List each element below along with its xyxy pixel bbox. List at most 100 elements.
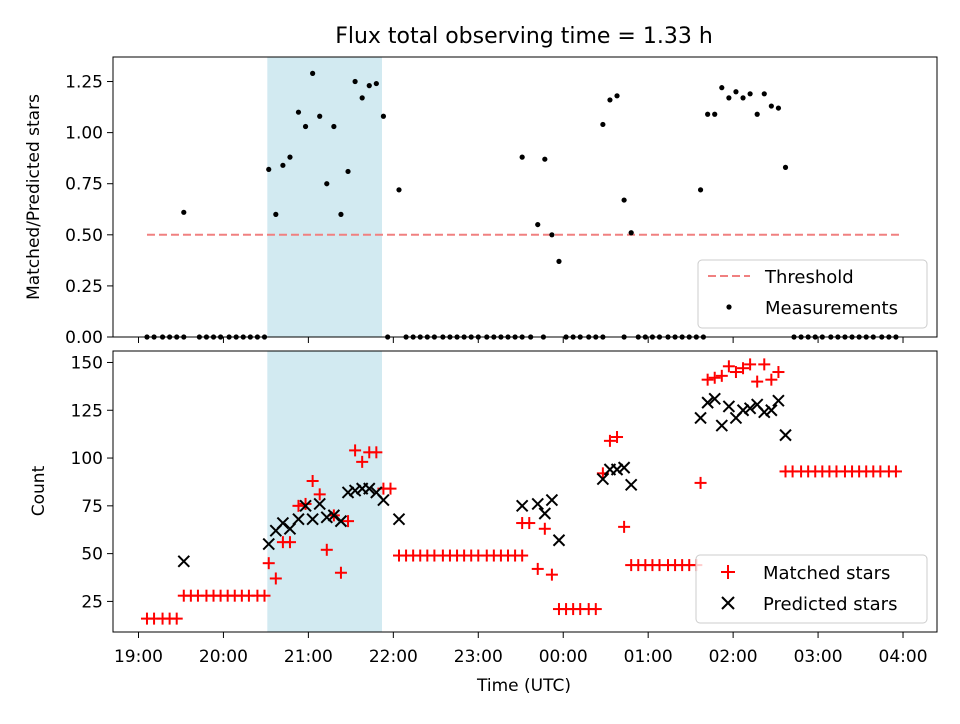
measurement-point [549,232,555,238]
matched-point [722,360,735,373]
matched-point [545,568,558,581]
matched-point [531,562,544,575]
bottom-plot-frame [112,350,938,633]
matched-point [538,522,551,535]
x-tick-label: 00:00 [539,647,588,667]
y-tick-label: 1.25 [65,73,103,93]
x-tick-label: 21:00 [284,647,333,667]
measurement-point [607,97,613,103]
top-x-ticks [137,337,904,343]
matched-point [715,369,728,382]
matched-point [342,515,355,528]
predicted-point [348,484,362,497]
measurement-point [266,166,272,173]
predicted-point [701,396,714,409]
measurement-point [287,154,293,160]
measurement-point [719,85,725,91]
predicted-point [758,405,771,419]
measurement-point [628,230,634,236]
matched-point [523,517,536,530]
measurement-point [733,89,739,95]
bottom-panel: 25 50 75 100 125 150 19:00 20:00 21:00 22:00 23:0… [29,350,938,696]
matched-point [334,566,347,579]
y-tick-label: 150 [71,353,103,373]
matched-point [729,366,742,379]
predicted-point [341,486,355,499]
top-legend-box [697,259,928,329]
measurement-point [697,187,704,193]
measurement-point [600,121,606,128]
matched-point [708,371,721,384]
measurement-point [345,168,351,175]
y-tick-label: 50 [81,545,103,565]
measurements-legend-label: Measurements [765,298,898,319]
y-tick-label: 0.00 [65,328,103,348]
bottom-highlight-span [267,351,383,632]
y-tick-label: 125 [71,401,103,421]
measurement-point [761,91,767,97]
x-tick-label: 20:00 [199,647,248,667]
measurement-point [782,164,789,170]
matched-point [292,499,305,512]
matched-point [313,488,326,501]
top-y-ticks: 0.00 0.25 0.50 0.75 1.00 1.25 [65,73,113,348]
predicted-point [531,497,544,511]
measurement-point [380,113,387,119]
bottom-y-ticks: 25 50 75 100 125 150 [71,353,113,612]
predicted-point [262,537,275,551]
measurement-point [614,93,620,99]
matched-point [516,549,529,562]
measurement-point [726,95,732,101]
measurement-point [754,111,760,117]
matched-point [772,366,785,379]
matched-point [283,536,296,549]
predicted-point [736,404,750,417]
chart-title: Flux total observing time = 1.33 h [335,24,713,49]
measurement-point [747,91,753,97]
measurement-point [181,209,187,215]
predicted-point [363,482,376,495]
matched-point [320,543,333,556]
predicted-point [313,497,326,511]
predicted-point [392,513,406,526]
measurement-point [519,154,525,160]
matched-point [765,373,778,386]
measurement-point [273,211,279,217]
predicted-point [306,513,319,526]
measurement-point [712,111,718,117]
predicted-point [596,472,610,486]
matched-point [751,375,764,388]
bottom-y-axis-label: Count [29,465,49,516]
matched-point [589,603,602,616]
matched-point [737,362,750,375]
predicted-point [715,419,729,432]
predicted-point [610,463,624,476]
observing-highlight-span [267,351,383,632]
measurement-point [302,123,309,130]
top-legend: Threshold Measurements [697,259,928,329]
matched-point [384,482,397,495]
y-tick-label: 25 [81,592,103,612]
predicted-point [377,493,390,507]
threshold-legend-label: Threshold [764,267,854,288]
predicted-point [772,394,785,407]
measurement-point [621,197,627,203]
matched-point [262,557,275,570]
top-panel: 0.00 0.25 0.50 0.75 1.00 1.25 Matched/Predict… [24,56,938,348]
y-tick-label: 75 [81,497,103,517]
measurement-point [535,221,541,228]
measurement-point [373,80,379,87]
bottom-x-ticks: 19:00 20:00 21:00 22:00 23:00 00:00 01:00 02:00… [114,632,928,667]
predicted-point [538,507,552,520]
x-tick-label: 02:00 [709,647,758,667]
x-tick-label: 03:00 [794,647,843,667]
top-highlight-span [267,57,383,337]
matched-point [889,465,902,478]
matched-point [611,431,624,444]
predicted-point [177,555,190,568]
predicted-point [722,400,736,413]
matched-point [701,373,714,386]
predicted-point [624,478,638,492]
bottom-legend: Matched stars Predicted stars [695,554,928,624]
